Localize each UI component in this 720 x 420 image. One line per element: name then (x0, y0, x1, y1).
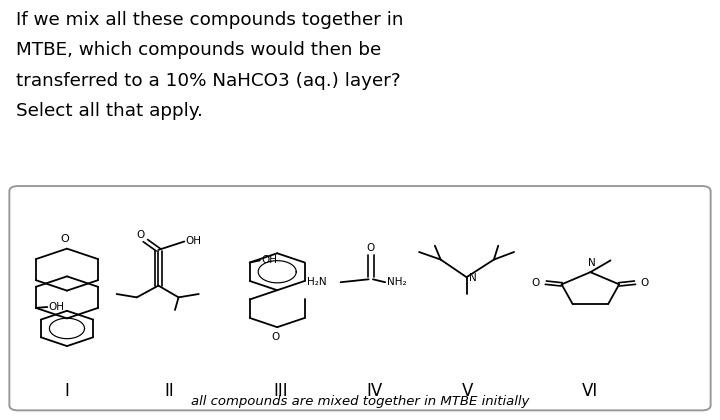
Text: V: V (462, 383, 474, 400)
Text: N: N (469, 273, 477, 283)
Text: NH₂: NH₂ (387, 277, 406, 287)
Text: VI: VI (582, 383, 598, 400)
Text: transferred to a 10% NaHCO3 (aq.) layer?: transferred to a 10% NaHCO3 (aq.) layer? (16, 72, 400, 90)
Text: O: O (641, 278, 649, 288)
Text: OH: OH (261, 255, 277, 265)
Text: II: II (164, 383, 174, 400)
Text: MTBE, which compounds would then be: MTBE, which compounds would then be (16, 41, 381, 59)
Text: O: O (271, 332, 279, 342)
Text: O: O (60, 234, 69, 244)
Text: I: I (65, 383, 69, 400)
Text: III: III (274, 383, 288, 400)
Text: N: N (588, 258, 595, 268)
Text: Select all that apply.: Select all that apply. (16, 102, 203, 121)
Text: O: O (366, 243, 375, 253)
Text: OH: OH (49, 302, 65, 312)
Text: O: O (136, 230, 145, 240)
Text: If we mix all these compounds together in: If we mix all these compounds together i… (16, 10, 403, 29)
Text: H₂N: H₂N (307, 277, 326, 287)
FancyBboxPatch shape (9, 186, 711, 410)
Text: all compounds are mixed together in MTBE initially: all compounds are mixed together in MTBE… (191, 396, 529, 408)
Text: IV: IV (366, 383, 382, 400)
Text: O: O (532, 278, 540, 288)
Text: OH: OH (186, 236, 202, 246)
